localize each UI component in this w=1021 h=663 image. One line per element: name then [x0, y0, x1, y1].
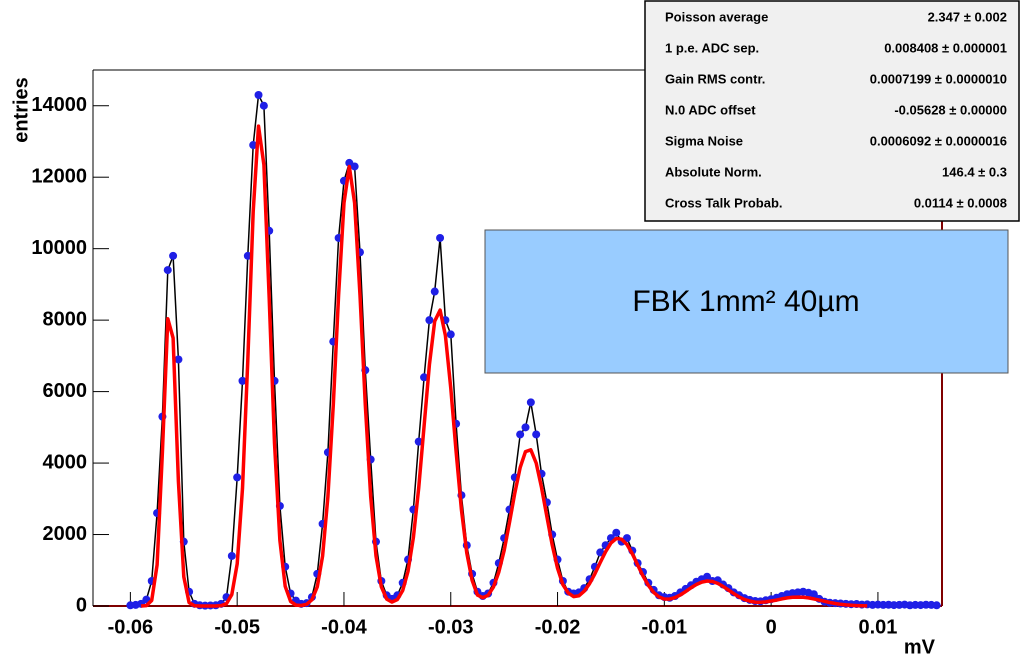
stats-box: [644, 0, 1020, 222]
stats-label: 1 p.e. ADC sep.: [665, 40, 759, 55]
data-point: [521, 423, 530, 432]
stats-value: 146.4 ± 0.3: [942, 164, 1007, 179]
data-point: [169, 251, 178, 260]
data-point: [249, 141, 258, 150]
data-point: [233, 473, 242, 482]
y-tick-label: 8000: [43, 308, 88, 330]
annotation-box: [484, 229, 1009, 374]
data-point: [516, 430, 525, 439]
data-point: [414, 437, 423, 446]
stats-label: Cross Talk Probab.: [665, 195, 783, 210]
data-point: [532, 430, 541, 439]
data-point: [446, 330, 455, 339]
stats-label: Absolute Norm.: [665, 164, 762, 179]
x-tick-label: 0: [766, 616, 777, 638]
y-tick-label: 2000: [43, 523, 88, 545]
stats-label: N.0 ADC offset: [665, 102, 756, 117]
stats-value: 0.0006092 ± 0.0000016: [870, 133, 1007, 148]
stats-value: 0.008408 ± 0.000001: [884, 40, 1007, 55]
data-point: [259, 101, 268, 110]
x-tick-label: 0.01: [858, 616, 897, 638]
y-tick-label: 6000: [43, 380, 88, 402]
data-point: [430, 287, 439, 296]
y-tick-label: 0: [76, 594, 87, 616]
fit-curve: [140, 124, 868, 608]
data-point: [350, 162, 359, 171]
annotation-text: FBK 1mm² 40µm: [632, 285, 859, 318]
y-tick-label: 14000: [31, 94, 87, 116]
data-point: [436, 233, 445, 242]
data-point: [238, 376, 247, 385]
y-tick-label: 10000: [31, 237, 87, 259]
stats-value: 2.347 ± 0.002: [928, 9, 1007, 24]
data-point: [227, 551, 236, 560]
stats-value: 0.0114 ± 0.0008: [914, 195, 1007, 210]
data-point: [596, 548, 605, 557]
x-tick-label: -0.04: [321, 616, 367, 638]
data-point: [174, 355, 183, 364]
x-tick-label: -0.06: [108, 616, 154, 638]
data-point: [254, 91, 263, 100]
x-axis-title: mV: [904, 636, 936, 658]
y-tick-label: 12000: [31, 165, 87, 187]
y-tick-label: 4000: [43, 451, 88, 473]
x-tick-label: -0.05: [214, 616, 260, 638]
x-tick-label: -0.02: [535, 616, 581, 638]
data-point: [163, 266, 172, 275]
stats-value: 0.0007199 ± 0.0000010: [870, 71, 1007, 86]
stats-label: Poisson average: [665, 9, 768, 24]
stats-value: -0.05628 ± 0.00000: [894, 102, 1007, 117]
data-point: [932, 601, 941, 610]
stats-label: Sigma Noise: [665, 133, 743, 148]
y-axis-title: entries: [10, 77, 32, 143]
data-point: [425, 316, 434, 325]
stats-label: Gain RMS contr.: [665, 71, 765, 86]
data-point: [612, 528, 621, 537]
data-point: [420, 373, 429, 382]
x-tick-label: -0.03: [428, 616, 474, 638]
data-point: [526, 398, 535, 407]
data-point: [703, 572, 712, 581]
x-tick-label: -0.01: [642, 616, 688, 638]
data-point: [809, 590, 818, 599]
